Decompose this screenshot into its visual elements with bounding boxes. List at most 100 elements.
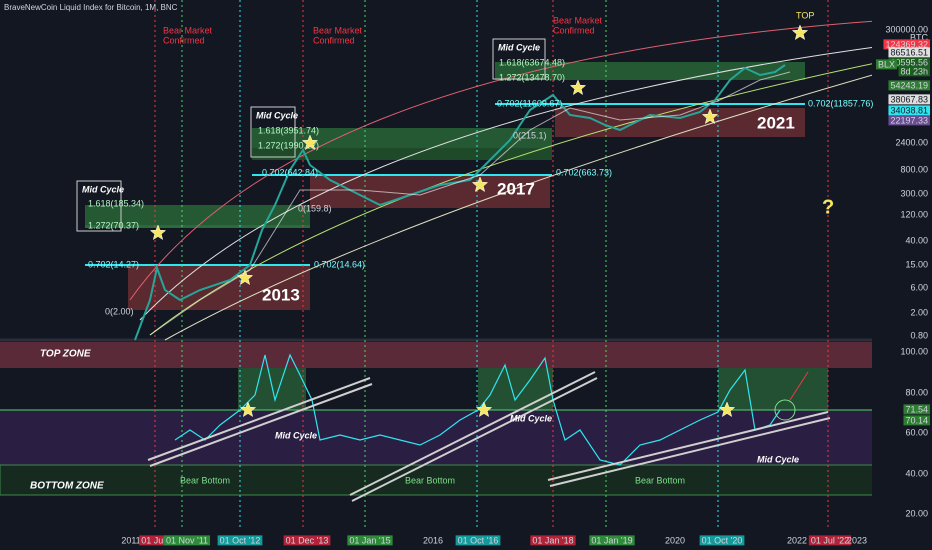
label: 0.702(14.64) xyxy=(314,259,365,269)
label: BOTTOM ZONE xyxy=(30,481,104,492)
label: 2022 xyxy=(787,535,807,545)
label: 15.00 xyxy=(905,259,928,269)
label: Mid Cycle xyxy=(498,42,540,52)
label: Confirmed xyxy=(553,25,595,35)
label: 0(2.00) xyxy=(105,306,134,316)
label: 01 Jul '11 xyxy=(141,535,179,545)
label-bg xyxy=(888,80,930,91)
label-bg xyxy=(589,535,635,546)
moving-average xyxy=(149,71,791,336)
label-bg xyxy=(888,57,930,68)
label-bg xyxy=(888,105,930,116)
highlight xyxy=(718,368,828,410)
label: 40.00 xyxy=(905,235,928,245)
label: ? xyxy=(822,196,834,218)
label: 100.00 xyxy=(900,346,928,356)
label: 60595.56 xyxy=(890,57,928,67)
label: 40.00 xyxy=(905,468,928,478)
label: 2021 xyxy=(757,113,795,132)
mid-cycle-box xyxy=(492,38,546,80)
label: 2011 xyxy=(121,535,140,545)
label: 0.702(11857.76) xyxy=(808,98,873,108)
label: 0.80 xyxy=(910,330,928,340)
label: 20.00 xyxy=(905,508,928,518)
label: 01 Oct '20 xyxy=(702,535,743,545)
star xyxy=(301,134,319,151)
label: 01 Oct '16 xyxy=(458,535,499,545)
circle xyxy=(774,399,796,421)
label: Mid Cycle xyxy=(256,110,298,120)
label: 0(159.8) xyxy=(298,203,332,213)
label: 1.618(3951.74) xyxy=(258,125,319,135)
label-bg xyxy=(903,415,930,426)
label: 0.702(14.27) xyxy=(88,259,139,269)
label: 300000.00 xyxy=(885,24,928,34)
label-bg xyxy=(876,59,898,70)
top-zone xyxy=(0,342,890,368)
label-bg xyxy=(217,535,263,546)
label: 38067.83 xyxy=(890,94,928,104)
label-bg xyxy=(888,47,930,58)
label: Bear Market xyxy=(313,25,363,35)
label: 120.00 xyxy=(900,209,928,219)
label: 124369.32 xyxy=(885,39,928,49)
trend-lines xyxy=(147,371,831,502)
label: 34038.81 xyxy=(890,105,928,115)
star xyxy=(701,108,719,125)
star xyxy=(149,224,167,241)
label: BLX xyxy=(878,59,895,69)
label-bg xyxy=(139,535,181,546)
label-bg xyxy=(699,535,745,546)
label: 6.00 xyxy=(910,282,928,292)
label: 2016 xyxy=(423,535,443,545)
label-bg xyxy=(530,535,576,546)
label: 300.00 xyxy=(900,188,928,198)
label: 8d 23h xyxy=(900,66,928,76)
mid-cycle-box xyxy=(76,180,122,232)
price-axis xyxy=(872,0,932,550)
label-bg xyxy=(883,39,930,50)
label: 86516.51 xyxy=(890,47,928,57)
label: 01 Jan '18 xyxy=(532,535,573,545)
label: Mid Cycle xyxy=(510,413,552,423)
label: 01 Jan '19 xyxy=(591,535,632,545)
label: Bear Bottom xyxy=(180,475,230,485)
price-line xyxy=(134,64,786,341)
label: Bear Market xyxy=(163,25,213,35)
label: 60.00 xyxy=(905,427,928,437)
label: 800.00 xyxy=(900,164,928,174)
label-bg xyxy=(888,115,930,126)
label-bg xyxy=(808,535,852,546)
label: Bear Market xyxy=(553,15,603,25)
star xyxy=(475,401,493,418)
label-bg xyxy=(163,535,211,546)
label: TOP xyxy=(796,10,814,20)
star xyxy=(239,401,257,418)
label: 2023 xyxy=(847,535,867,545)
fib-box xyxy=(495,62,805,80)
label-bg xyxy=(888,94,930,105)
label: 2400.00 xyxy=(895,137,928,147)
star xyxy=(791,24,809,41)
label: 1.272(70.37) xyxy=(88,220,139,230)
label: 0.702(663.73) xyxy=(556,167,612,177)
bottom-zone xyxy=(0,464,891,496)
label: 0.702(642.84) xyxy=(262,167,318,177)
label: Bear Bottom xyxy=(635,475,685,485)
label: 22197.33 xyxy=(890,115,928,125)
fib-box xyxy=(85,205,310,225)
label: 1.272(1990.12) xyxy=(258,140,319,150)
star xyxy=(236,269,254,286)
label: Bear Bottom xyxy=(405,475,455,485)
label: 2.00 xyxy=(910,307,928,317)
label: Confirmed xyxy=(163,35,205,45)
label: BTC xyxy=(910,32,929,42)
label-bg xyxy=(903,404,930,415)
mid-cycle-box xyxy=(250,106,296,158)
label: 01 Jul '22 xyxy=(811,535,849,545)
mid-zone xyxy=(0,410,890,465)
title: BraveNewCoin Liquid Index for Bitcoin, 1… xyxy=(4,3,178,12)
highlight xyxy=(478,368,553,410)
label: 80.00 xyxy=(905,387,928,397)
